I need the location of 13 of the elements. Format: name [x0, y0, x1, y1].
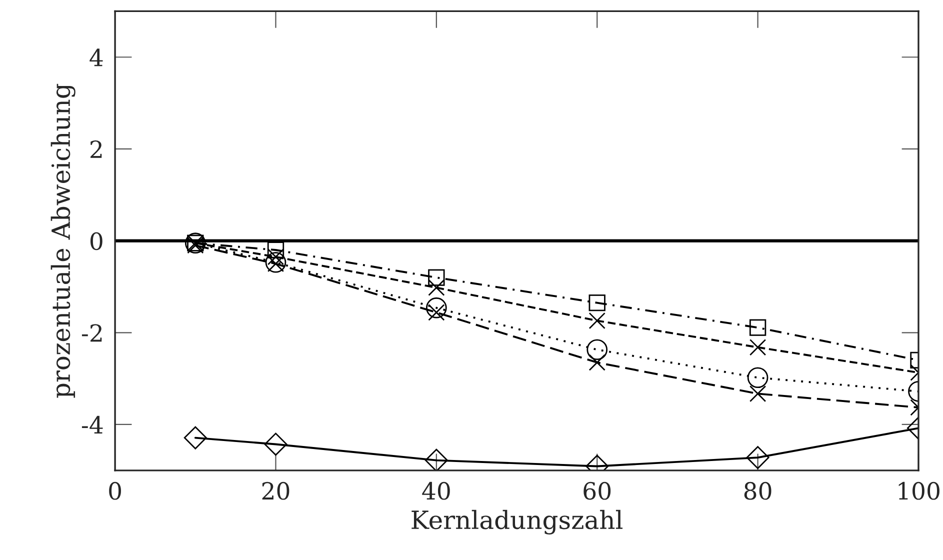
x-tick-label: 40: [422, 482, 450, 500]
x-tick-label: 80: [744, 482, 772, 500]
y-tick-label: -4: [82, 416, 103, 434]
y-tick-label: -2: [82, 324, 102, 342]
y-tick-label: 2: [90, 140, 102, 158]
y-tick-label: 0: [90, 232, 102, 250]
x-axis-title: Kernladungszahl: [412, 510, 623, 534]
x-tick-label: 0: [109, 482, 121, 500]
x-tick-label: 20: [262, 482, 290, 500]
y-axis-title: prozentuale Abweichung: [50, 84, 76, 398]
x-tick-label: 100: [898, 482, 940, 500]
x-tick-label: 60: [584, 482, 611, 500]
y-tick-label: 4: [90, 48, 103, 66]
